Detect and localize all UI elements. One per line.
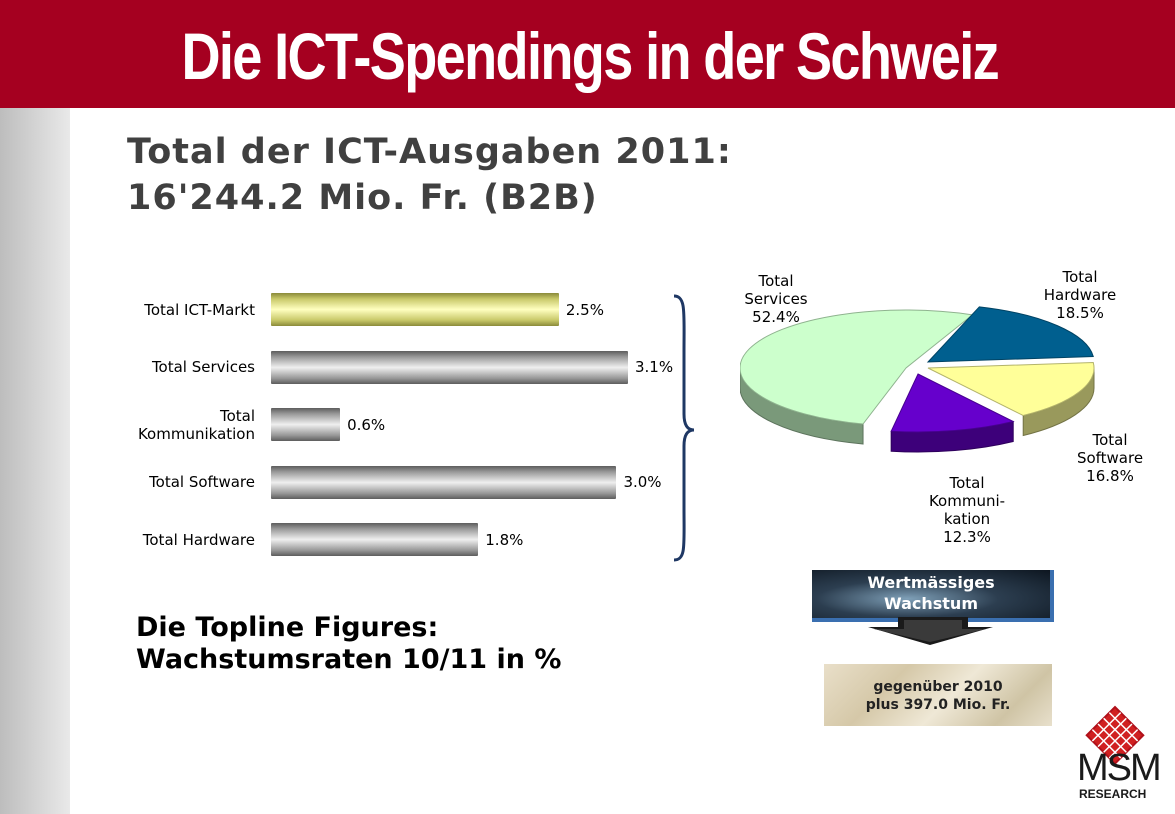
logo-name: MSM	[1077, 747, 1162, 789]
pie-slice	[926, 306, 1094, 363]
down-arrow-icon	[868, 617, 993, 645]
pie-label-line: Total	[1092, 431, 1128, 449]
bar-category-label-line: Kommunikation	[137, 424, 255, 443]
pie-label-line: Services	[744, 290, 808, 308]
bar	[271, 408, 341, 441]
pie-slice-label: Total Kommuni-kation 12.3%	[907, 474, 1027, 546]
pie-slice	[927, 362, 1095, 417]
pie-slice-label: Total Services 52.4%	[716, 272, 836, 326]
pie-label-line: 18.5%	[1056, 304, 1104, 322]
bar-category-label-line: Total Hardware	[142, 530, 255, 549]
pie-slice-label: Total Hardware 18.5%	[1020, 268, 1140, 322]
bar-value-label: 1.8%	[485, 530, 524, 549]
pie-label-line: Software	[1076, 449, 1144, 467]
pie-label-line: 16.8%	[1086, 467, 1134, 485]
bar-value-label: 3.0%	[623, 473, 662, 491]
pie-slice	[890, 373, 1015, 433]
pie-label-line: 12.3%	[943, 528, 991, 546]
pie-label-line: Hardware	[1043, 286, 1117, 304]
bar-category-label-line: Total Software	[149, 473, 255, 491]
bar-category-label-line: Total ICT-Markt	[144, 300, 255, 319]
bar-value-label: 3.1%	[634, 358, 674, 376]
pie-label-line: Total	[758, 272, 794, 290]
growth-line-2: Wachstum	[884, 594, 978, 613]
value-line-2: plus 397.0 Mio. Fr.	[865, 697, 1011, 713]
pie-label-line: Kommuni-	[928, 492, 1006, 510]
pie-label-line: 52.4%	[752, 308, 800, 326]
bar	[271, 293, 559, 326]
page-title: Die ICT-Spendings in der Schweiz 2010/11	[181, 19, 999, 177]
growth-line-1: Wertmässiges	[867, 573, 995, 592]
bar-category-label: Total Kommunikation	[100, 407, 255, 443]
bar-category-label: Total Software	[100, 473, 255, 491]
pie-label-line: kation	[943, 510, 991, 528]
subtitle-line-1: Total der ICT-Ausgaben 2011:	[127, 132, 732, 172]
bar	[271, 465, 617, 499]
msm-logo-icon	[1085, 705, 1145, 765]
growth-text: Wertmässiges Wachstum	[812, 572, 1050, 614]
bar	[271, 523, 479, 556]
bar-category-label-line: Total	[219, 406, 255, 425]
bar-category-label-line: Total Services	[151, 358, 255, 376]
pie-slice	[740, 309, 974, 425]
pie-label-line: Total	[949, 474, 985, 492]
header-banner	[0, 0, 1175, 108]
brace-connector	[673, 294, 695, 562]
subtitle-line-2: 16'244.2 Mio. Fr. (B2B)	[127, 178, 598, 218]
left-decor-stripe	[0, 108, 70, 814]
bar-category-label: Total Services	[100, 358, 255, 376]
bar-value-label: 2.5%	[565, 300, 604, 319]
pie-label-line: Total	[1062, 268, 1098, 286]
bar-value-label: 0.6%	[347, 415, 386, 434]
logo-subtitle: RESEARCH	[1079, 787, 1147, 801]
pie-slice-label: Total Software 16.8%	[1050, 431, 1170, 485]
spending-pie-chart	[740, 306, 1095, 453]
bar-category-label: Total Hardware	[100, 531, 255, 549]
bar	[271, 350, 628, 384]
growth-box: Wertmässiges Wachstum	[812, 570, 1054, 622]
topline-title-1: Die Topline Figures:	[136, 612, 439, 643]
value-box: gegenüber 2010 plus 397.0 Mio. Fr.	[824, 664, 1052, 726]
bar-category-label: Total ICT-Markt	[100, 301, 255, 319]
value-line-1: gegenüber 2010	[873, 679, 1003, 695]
topline-title-2: Wachstumsraten 10/11 in %	[136, 644, 562, 675]
value-text: gegenüber 2010 plus 397.0 Mio. Fr.	[824, 678, 1052, 714]
